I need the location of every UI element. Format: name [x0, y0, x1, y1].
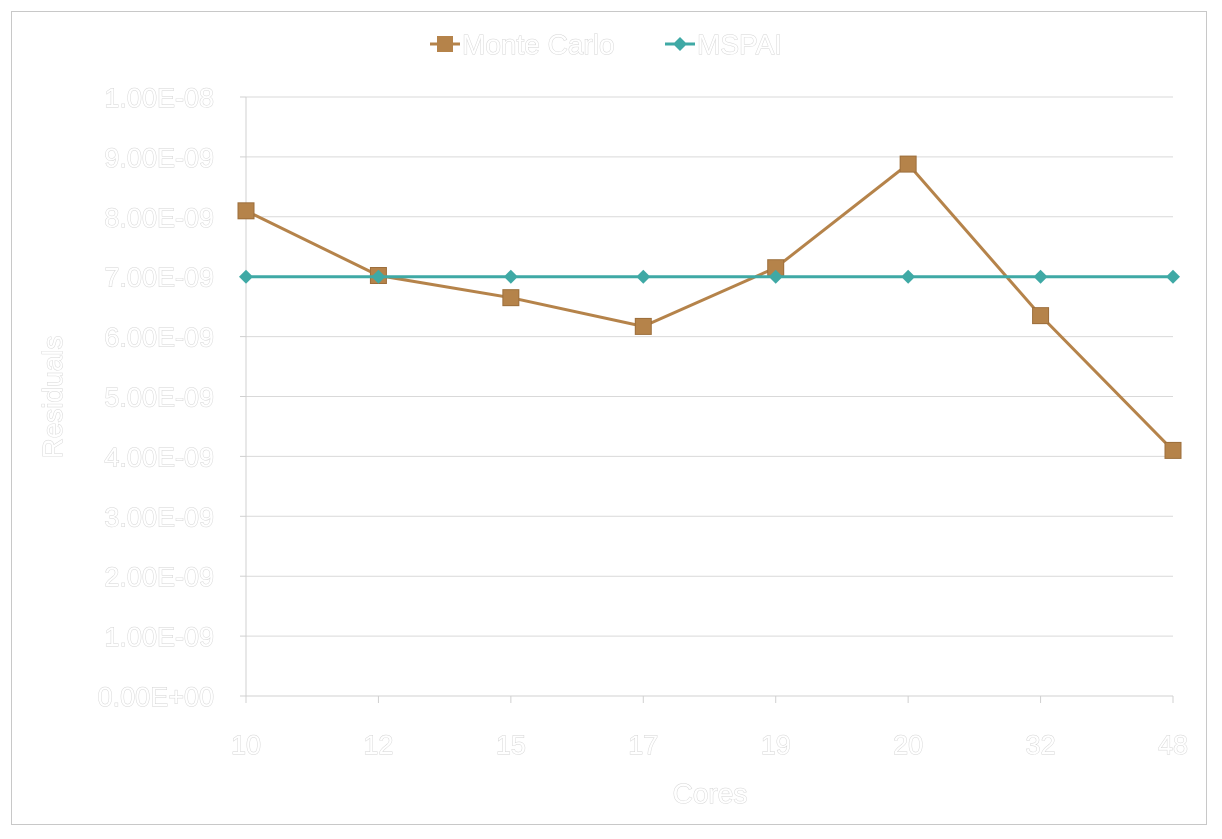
y-tick-label: 6.00E-09 [104, 323, 214, 353]
legend-item-mspai: MSPAI [665, 29, 783, 60]
x-tick-label: 15 [496, 730, 526, 760]
y-tick-label: 5.00E-09 [104, 383, 214, 413]
data-point-monte-carlo [1164, 441, 1182, 459]
data-point-mspai [1033, 269, 1048, 284]
y-tick-label: 2.00E-09 [104, 562, 214, 592]
x-tick-label: 17 [628, 730, 658, 760]
data-point-mspai [901, 269, 916, 284]
gridlines [246, 96, 1173, 637]
data-point-mspai [636, 269, 651, 284]
x-tick-labels: 10 12 15 17 19 20 32 48 [231, 730, 1189, 761]
data-point-monte-carlo [1032, 307, 1050, 325]
data-point-monte-carlo [634, 317, 652, 335]
data-point-monte-carlo [899, 155, 917, 173]
legend-label-monte-carlo: Monte Carlo [462, 29, 615, 60]
x-axis-title: Cores [673, 778, 748, 809]
x-tick-label: 48 [1158, 730, 1188, 760]
y-tick-label: 7.00E-09 [104, 263, 214, 293]
series-line-monte-carlo [245, 162, 1175, 452]
x-tick-label: 32 [1026, 730, 1056, 760]
x-tick-label: 20 [893, 730, 923, 760]
data-point-monte-carlo [237, 202, 255, 220]
y-tick-label: 9.00E-09 [104, 143, 214, 173]
legend-marker-diamond-icon [673, 37, 687, 51]
data-point-mspai [239, 269, 253, 284]
data-point-mspai [768, 269, 783, 284]
legend-item-monte-carlo: Monte Carlo [430, 29, 615, 60]
y-tick-label: 1.00E-08 [104, 83, 214, 113]
data-point-mspai [371, 269, 386, 284]
series-layer [237, 155, 1182, 459]
data-point-mspai [503, 269, 518, 284]
axes [240, 96, 1174, 703]
legend: Monte Carlo MSPAI [430, 29, 783, 60]
y-tick-label: 8.00E-09 [104, 203, 214, 233]
x-tick-label: 19 [761, 730, 791, 760]
x-tick-label: 10 [231, 730, 261, 760]
legend-label-mspai: MSPAI [697, 29, 782, 60]
data-point-mspai [1166, 269, 1180, 284]
y-axis-title: Residuals [37, 336, 68, 459]
data-point-monte-carlo [502, 289, 520, 307]
chart-frame [11, 11, 1207, 825]
y-tick-label: 3.00E-09 [104, 502, 214, 532]
series-monte-carlo [237, 155, 1182, 459]
y-tick-label: 1.00E-09 [104, 622, 214, 652]
series-mspai [239, 269, 1180, 284]
legend-marker-square-icon [437, 36, 453, 52]
y-tick-label: 4.00E-09 [104, 442, 214, 472]
y-tick-label: 0.00E+00 [98, 682, 214, 712]
y-tick-labels: 0.00E+00 1.00E-09 2.00E-09 3.00E-09 4.00E-09… [97, 83, 214, 713]
x-tick-label: 12 [363, 730, 393, 760]
